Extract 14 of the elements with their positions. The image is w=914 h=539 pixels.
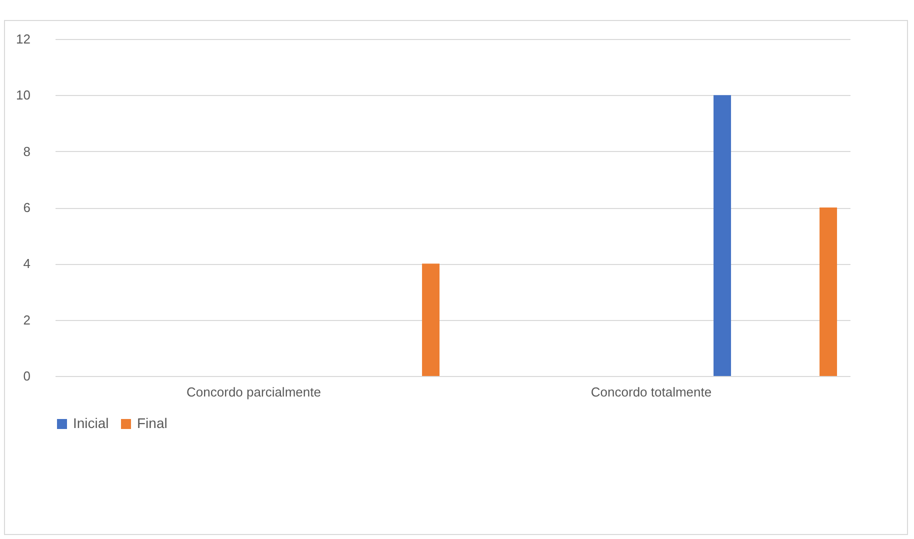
- bar: [714, 95, 732, 376]
- y-tick-label: 2: [23, 312, 30, 328]
- x-tick-label: Concordo totalmente: [590, 384, 712, 400]
- y-tick-label: 6: [23, 200, 30, 215]
- legend-label: Final: [137, 415, 168, 431]
- x-tick-label: Concordo parcialmente: [186, 384, 321, 400]
- y-tick-label: 8: [23, 144, 30, 159]
- bar: [422, 264, 440, 376]
- y-tick-label: 10: [16, 88, 30, 103]
- bar: [820, 208, 838, 376]
- legend-label: Inicial: [73, 415, 109, 431]
- y-tick-label: 12: [16, 32, 30, 46]
- y-tick-label: 4: [23, 256, 30, 272]
- y-tick-label: 0: [23, 368, 30, 384]
